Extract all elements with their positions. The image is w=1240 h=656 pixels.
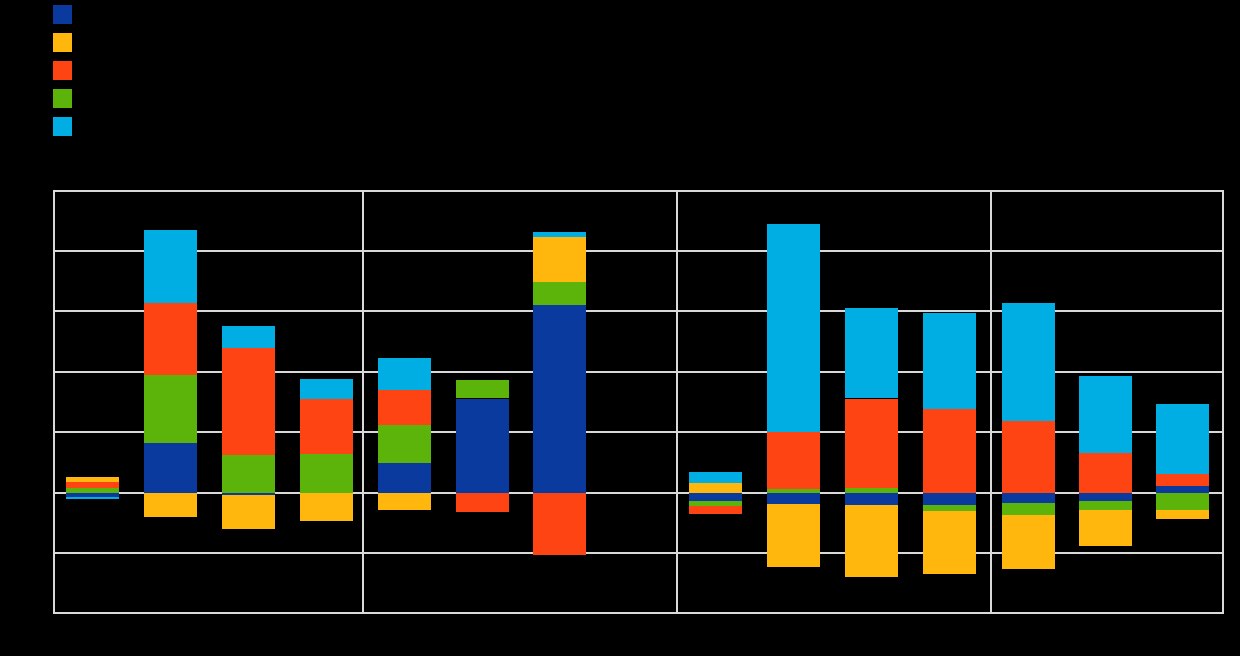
bar-segment-g1-b4-green (299, 454, 353, 493)
horizontal-gridline-6 (53, 552, 1224, 555)
bar-segment-g1-b4-cyan (299, 378, 353, 399)
bar-segment-g2-b2-navy (456, 398, 509, 493)
bar-segment-g4-b1-green (1001, 503, 1055, 515)
legend-swatch-red (53, 61, 72, 80)
bar-segment-g3-b2-yellow (767, 503, 820, 567)
bar-segment-g4-b3-red (1156, 474, 1209, 486)
bar-segment-g1-b1-green (66, 488, 119, 493)
bar-segment-g1-b3-cyan (221, 326, 275, 349)
bar-segment-g1-b2-navy (143, 443, 197, 493)
bar-segment-g1-b3-navy (221, 493, 275, 496)
bar-segment-g2-b2-green (456, 380, 509, 399)
bar-segment-g3-b1-red (689, 506, 742, 515)
legend-swatch-cyan (53, 117, 72, 136)
bar-segment-g3-b4-green (923, 505, 976, 511)
bar-segment-g4-b1-yellow (1001, 514, 1055, 570)
bar-segment-g3-b3-green (845, 488, 898, 493)
horizontal-gridline-2 (53, 310, 1224, 313)
bar-segment-g4-b3-cyan (1156, 403, 1209, 475)
bar-segment-g3-b1-yellow (689, 482, 742, 493)
bar-segment-g3-b3-cyan (845, 307, 898, 399)
bar-segment-g2-b3-cyan (533, 231, 586, 237)
horizontal-gridline-1 (53, 249, 1224, 252)
bar-segment-g3-b1-navy (689, 493, 742, 502)
group-divider-2 (676, 190, 678, 614)
legend-swatch-green (53, 89, 72, 108)
bar-segment-g1-b1-navy (66, 493, 119, 497)
bar-segment-g1-b3-green (221, 455, 275, 493)
bar-segment-g1-b2-red (143, 303, 197, 375)
horizontal-gridline-4 (53, 431, 1224, 434)
group-divider-3 (989, 190, 992, 614)
bar-segment-g2-b3-red (533, 493, 586, 555)
bar-segment-g1-b2-green (143, 374, 197, 444)
bar-segment-g4-b2-red (1078, 453, 1132, 493)
bar-segment-g2-b1-red (377, 390, 431, 426)
bar-segment-g3-b2-cyan (767, 224, 820, 433)
bar-segment-g3-b3-red (845, 398, 898, 489)
bar-segment-g2-b3-green (533, 282, 586, 306)
bar-segment-g1-b1-red (66, 482, 119, 489)
bar-segment-g3-b3-yellow (845, 504, 898, 577)
bar-segment-g3-b1-cyan (689, 471, 742, 483)
bar-segment-g4-b2-yellow (1078, 509, 1132, 546)
plot-border (53, 190, 1224, 614)
bar-segment-g1-b4-red (299, 398, 353, 455)
bar-segment-g1-b1-cyan (66, 496, 119, 500)
bar-segment-g2-b3-navy (533, 305, 586, 493)
bar-segment-g3-b1-green (689, 501, 742, 507)
bar-segment-g3-b3-navy (845, 493, 898, 505)
bar-segment-g4-b3-green (1156, 493, 1209, 510)
group-divider-1 (361, 190, 364, 614)
bar-segment-g1-b2-cyan (143, 229, 197, 304)
bar-segment-g4-b3-navy (1156, 485, 1209, 493)
bar-segment-g3-b4-red (923, 409, 976, 493)
horizontal-gridline-5 (53, 491, 1224, 494)
bar-segment-g4-b1-red (1001, 420, 1055, 493)
bar-segment-g1-b4-yellow (299, 493, 353, 521)
bar-segment-g2-b1-green (377, 425, 431, 464)
bar-segment-g2-b2-red (456, 493, 509, 512)
bar-segment-g3-b2-navy (767, 493, 820, 504)
bar-segment-g2-b3-yellow (533, 236, 586, 283)
horizontal-gridline-3 (53, 370, 1224, 373)
bar-segment-g3-b2-red (767, 432, 820, 490)
bar-segment-g1-b3-yellow (221, 495, 275, 530)
bar-segment-g3-b2-green (767, 489, 820, 493)
bar-segment-g4-b2-green (1078, 500, 1132, 510)
legend-swatch-yellow (53, 33, 72, 52)
bar-segment-g3-b4-yellow (923, 510, 976, 575)
bar-segment-g4-b2-navy (1078, 493, 1132, 501)
legend-swatch-navy (53, 5, 72, 24)
bar-segment-g2-b1-navy (377, 463, 431, 493)
bar-segment-g2-b1-cyan (377, 357, 431, 391)
bar-segment-g4-b1-navy (1001, 493, 1055, 504)
bar-segment-g1-b2-yellow (143, 493, 197, 517)
bar-segment-g4-b1-cyan (1001, 303, 1055, 421)
bar-segment-g1-b1-yellow (66, 477, 119, 483)
bar-segment-g2-b1-yellow (377, 493, 431, 510)
bar-segment-g1-b3-red (221, 348, 275, 456)
bar-segment-g3-b4-cyan (923, 313, 976, 410)
bar-segment-g4-b3-yellow (1156, 509, 1209, 520)
bar-segment-g3-b4-navy (923, 493, 976, 506)
bar-segment-g4-b2-cyan (1078, 376, 1132, 454)
